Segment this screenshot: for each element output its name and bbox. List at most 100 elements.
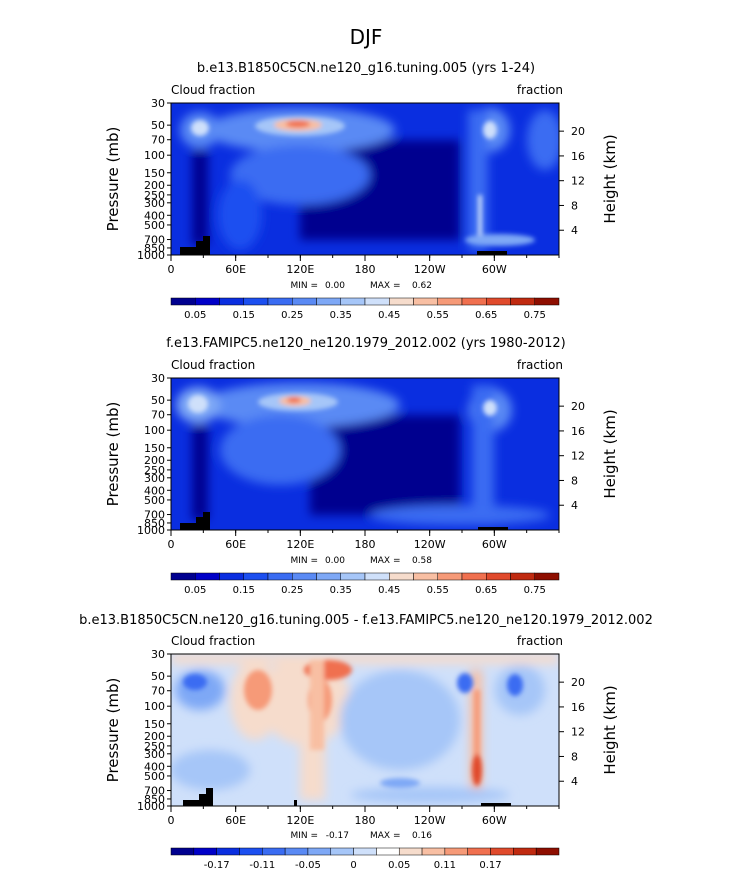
- colorbar-swatch: [316, 297, 341, 306]
- colorbar-swatch: [292, 572, 317, 581]
- x-tick-label: 120E: [286, 263, 314, 276]
- contour-field: [171, 378, 559, 530]
- colorbar-swatch: [216, 847, 240, 856]
- y-axis-label: Pressure (mb): [104, 127, 122, 232]
- colorbar-swatch: [413, 572, 438, 581]
- y-tick-label: 30: [151, 372, 165, 385]
- height-tick-label: 8: [571, 199, 578, 212]
- colorbar-label: 0.11: [434, 860, 456, 871]
- colorbar-swatch: [534, 572, 560, 581]
- colorbar-swatch: [364, 572, 390, 581]
- height-tick-label: 12: [571, 726, 585, 739]
- colorbar-swatch: [195, 297, 220, 306]
- y-tick-label: 300: [144, 197, 165, 210]
- x-tick-label: 60W: [482, 538, 507, 551]
- x-tick-label: 180: [355, 538, 376, 551]
- x-tick-label: 60E: [225, 814, 246, 827]
- colorbar-label: 0.25: [281, 310, 303, 321]
- x-tick-label: 60E: [225, 538, 246, 551]
- colorbar-label: 0.17: [479, 860, 501, 871]
- min-label: MIN =: [290, 281, 318, 291]
- colorbar-swatch: [353, 847, 377, 856]
- max-value: 0.16: [412, 831, 432, 841]
- colorbar-swatch: [490, 847, 514, 856]
- panel-observation: f.e13.FAMIPC5.ne120_ne120.1979_2012.002 …: [104, 336, 619, 596]
- y-tick-label: 50: [151, 394, 165, 407]
- colorbar-label: 0.45: [378, 310, 400, 321]
- height-tick-group: 20 16 12 8 4: [559, 676, 585, 788]
- colorbar-label: 0.65: [475, 585, 497, 596]
- y-axis-right-label: Height (km): [601, 409, 619, 498]
- panel-title: b.e13.B1850C5CN.ne120_g16.tuning.005 (yr…: [197, 61, 535, 76]
- variable-label: Cloud fraction: [171, 83, 255, 97]
- colorbar-swatch: [413, 297, 438, 306]
- height-tick-label: 12: [571, 175, 585, 188]
- colorbar-swatch: [307, 847, 332, 856]
- y-tick-label: 30: [151, 648, 165, 661]
- x-tick-label: 120W: [414, 263, 446, 276]
- colorbar-swatch: [193, 847, 217, 856]
- colorbar-label: 0.45: [378, 585, 400, 596]
- variable-label: Cloud fraction: [171, 634, 255, 648]
- x-tick-label: 120E: [286, 538, 314, 551]
- colorbar-swatch: [389, 572, 414, 581]
- colorbar-swatch: [292, 297, 317, 306]
- colorbar-swatch: [239, 847, 263, 856]
- colorbar-label: 0.35: [330, 310, 352, 321]
- y-tick-label: 250: [144, 740, 165, 753]
- y-tick-label: 250: [144, 189, 165, 202]
- colorbar-label: 0.75: [524, 310, 546, 321]
- y-tick-label: 300: [144, 472, 165, 485]
- units-label: fraction: [517, 634, 563, 648]
- y-tick-label: 1000: [137, 800, 165, 813]
- colorbar-swatch: [243, 572, 269, 581]
- min-value: 0.00: [325, 556, 345, 566]
- page-title: DJF: [350, 25, 383, 49]
- colorbar-swatch: [170, 572, 196, 581]
- y-tick-label: 300: [144, 748, 165, 761]
- y-tick-label: 500: [144, 494, 165, 507]
- colorbar-swatch: [467, 847, 491, 856]
- colorbar-swatch: [421, 847, 446, 856]
- height-tick-label: 20: [571, 676, 585, 689]
- colorbar-swatch: [267, 572, 293, 581]
- height-tick-label: 20: [571, 400, 585, 413]
- colorbar-swatch: [513, 847, 537, 856]
- colorbar-swatch: [510, 297, 535, 306]
- max-label: MAX =: [370, 831, 401, 841]
- x-tick-label: 120W: [414, 538, 446, 551]
- colorbar-swatch: [243, 297, 269, 306]
- min-label: MIN =: [290, 556, 318, 566]
- height-tick-label: 16: [571, 701, 585, 714]
- colorbar-swatch: [316, 572, 341, 581]
- max-label: MAX =: [370, 281, 401, 291]
- colorbar-label: -0.11: [249, 860, 275, 871]
- colorbar-label: 0.05: [184, 585, 206, 596]
- colorbar-label: 0.05: [388, 860, 410, 871]
- y-tick-label: 200: [144, 730, 165, 743]
- panel-model: b.e13.B1850C5CN.ne120_g16.tuning.005 (yr…: [104, 61, 619, 321]
- y-tick-label: 70: [151, 685, 165, 698]
- y-tick-label: 700: [144, 234, 165, 247]
- min-label: MIN =: [290, 831, 318, 841]
- y-tick-label: 100: [144, 700, 165, 713]
- x-tick-label: 0: [168, 263, 175, 276]
- units-label: fraction: [517, 83, 563, 97]
- colorbar-swatch: [376, 847, 400, 856]
- colorbar-swatch: [461, 297, 487, 306]
- colorbar-label: -0.05: [295, 860, 321, 871]
- colorbar-label: 0.15: [233, 585, 255, 596]
- y-tick-label: 70: [151, 409, 165, 422]
- min-value: 0.00: [325, 281, 345, 291]
- colorbar-label: 0.65: [475, 310, 497, 321]
- height-tick-label: 8: [571, 474, 578, 487]
- y-tick-label: 70: [151, 134, 165, 147]
- y-tick-label: 50: [151, 670, 165, 683]
- colorbar-label: 0.75: [524, 585, 546, 596]
- min-value: -0.17: [326, 831, 349, 841]
- x-tick-label: 60E: [225, 263, 246, 276]
- colorbar-swatch: [534, 297, 560, 306]
- colorbar-swatch: [486, 297, 511, 306]
